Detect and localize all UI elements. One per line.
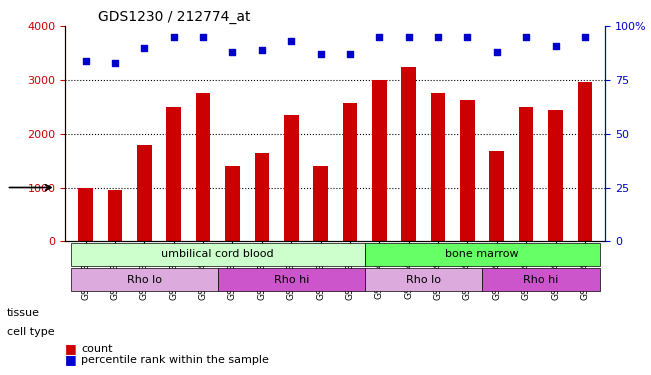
Point <box>374 34 385 40</box>
Bar <box>577 82 592 242</box>
Bar <box>431 93 445 242</box>
Bar <box>196 93 210 242</box>
Text: Rho lo: Rho lo <box>406 275 441 285</box>
Point <box>256 47 267 53</box>
Text: Rho lo: Rho lo <box>127 275 162 285</box>
Point <box>345 51 355 57</box>
Bar <box>519 107 533 242</box>
Text: ■: ■ <box>65 342 77 355</box>
Point <box>550 43 561 49</box>
FancyBboxPatch shape <box>365 243 600 266</box>
Bar <box>284 115 299 242</box>
Text: GDS1230 / 212774_at: GDS1230 / 212774_at <box>98 10 250 24</box>
Point <box>110 60 120 66</box>
Point <box>198 34 208 40</box>
Point <box>579 34 590 40</box>
Point <box>315 51 326 57</box>
FancyBboxPatch shape <box>71 243 365 266</box>
Text: count: count <box>81 344 113 354</box>
Point <box>169 34 179 40</box>
Point <box>227 49 238 55</box>
Bar <box>401 67 416 242</box>
Text: umbilical cord blood: umbilical cord blood <box>161 249 274 259</box>
Bar <box>167 107 181 242</box>
Bar <box>255 153 270 242</box>
Point <box>433 34 443 40</box>
Bar <box>137 145 152 242</box>
Bar <box>313 166 328 242</box>
Point <box>462 34 473 40</box>
Bar <box>78 188 93 242</box>
FancyBboxPatch shape <box>218 268 365 291</box>
Text: percentile rank within the sample: percentile rank within the sample <box>81 355 270 365</box>
Text: Rho hi: Rho hi <box>523 275 559 285</box>
Bar <box>372 80 387 242</box>
Bar <box>107 190 122 242</box>
Point <box>286 38 296 44</box>
FancyBboxPatch shape <box>482 268 600 291</box>
Text: ■: ■ <box>65 354 77 366</box>
Bar <box>225 166 240 242</box>
Point <box>139 45 150 51</box>
Text: cell type: cell type <box>7 327 54 337</box>
FancyBboxPatch shape <box>365 268 482 291</box>
Point <box>81 58 91 64</box>
Point <box>492 49 502 55</box>
Text: bone marrow: bone marrow <box>445 249 519 259</box>
Bar <box>460 100 475 242</box>
Text: Rho hi: Rho hi <box>273 275 309 285</box>
Bar <box>490 151 504 242</box>
Bar <box>342 103 357 242</box>
FancyBboxPatch shape <box>71 268 218 291</box>
Text: tissue: tissue <box>7 308 40 318</box>
Bar <box>548 110 563 242</box>
Point <box>521 34 531 40</box>
Point <box>404 34 414 40</box>
